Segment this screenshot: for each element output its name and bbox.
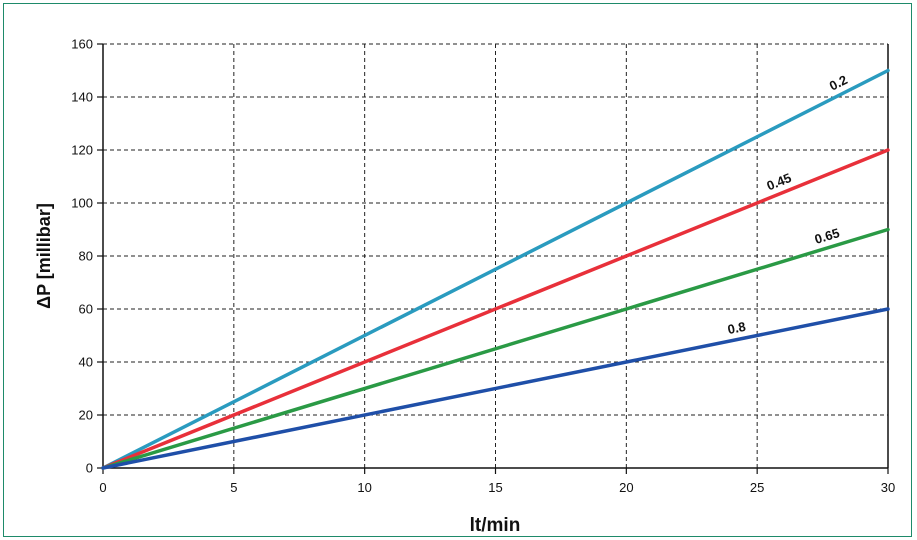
x-tick-label: 5 <box>230 480 237 495</box>
series-label: 0.65 <box>813 225 842 247</box>
y-axis-title: ΔP [millibar] <box>34 203 54 309</box>
y-tick-label: 160 <box>71 37 93 52</box>
y-tick-label: 80 <box>79 249 93 264</box>
series-lines <box>101 68 890 470</box>
x-tick-label: 20 <box>619 480 633 495</box>
series-line-0_65 <box>101 227 890 470</box>
y-tick-label: 140 <box>71 90 93 105</box>
x-tick-label: 15 <box>488 480 502 495</box>
y-tick-label: 0 <box>86 461 93 476</box>
grid <box>103 43 889 468</box>
series-annotations: 0.20.450.650.8 <box>726 72 849 337</box>
x-tick-label: 30 <box>881 480 895 495</box>
x-tick-label: 10 <box>357 480 371 495</box>
series-line-0_2 <box>101 68 890 470</box>
y-tick-label: 20 <box>79 408 93 423</box>
series-line-0_8 <box>101 307 890 470</box>
axes <box>97 43 889 474</box>
x-tick-label: 25 <box>750 480 764 495</box>
y-tick-label: 60 <box>79 302 93 317</box>
x-tick-label: 0 <box>99 480 106 495</box>
series-label: 0.8 <box>726 319 747 337</box>
y-tick-label: 120 <box>71 143 93 158</box>
x-axis-title: lt/min <box>470 515 521 536</box>
y-tick-label: 100 <box>71 196 93 211</box>
series-label: 0.2 <box>827 72 850 94</box>
y-tick-label: 40 <box>79 355 93 370</box>
tick-labels: 0 20 40 60 80 100 120 140 160 0 5 10 15 20 25 30 <box>71 37 895 496</box>
series-line-0_45 <box>101 148 890 470</box>
